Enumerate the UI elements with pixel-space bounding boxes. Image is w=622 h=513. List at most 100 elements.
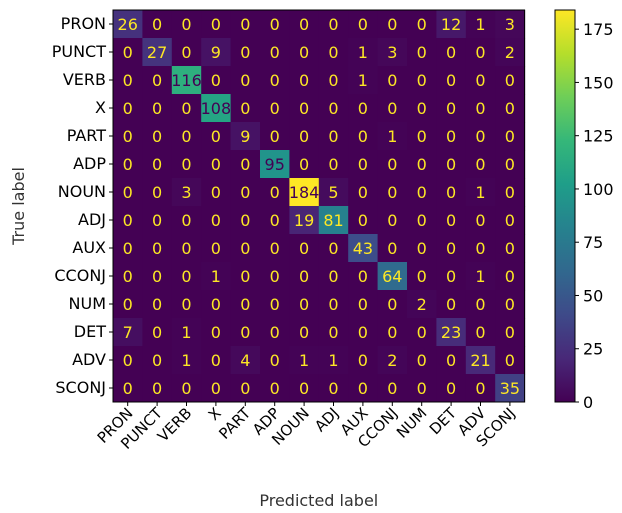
heatmap-cell: [230, 318, 261, 347]
heatmap-cell: [465, 234, 496, 263]
heatmap-cell: [407, 346, 437, 375]
heatmap-cell: [260, 262, 290, 291]
cell-value: 0: [387, 379, 397, 398]
heatmap-cell: [201, 318, 232, 347]
heatmap-cell: [318, 290, 349, 319]
heatmap-cell: [407, 94, 437, 123]
heatmap-cell: [465, 374, 496, 403]
cell-value: 0: [446, 295, 456, 314]
y-tick-label: PART: [67, 126, 107, 145]
cell-value: 81: [323, 211, 343, 230]
cell-value: 0: [123, 183, 133, 202]
heatmap-cell: [113, 290, 143, 319]
heatmap-cell: [436, 262, 467, 291]
heatmap-cell: [289, 122, 320, 151]
heatmap-cell: [171, 122, 202, 151]
heatmap-cell: [113, 94, 143, 123]
cell-value: 23: [441, 323, 461, 342]
cell-value: 2: [387, 351, 397, 370]
heatmap-cell: [113, 122, 143, 151]
y-tick-label: SCONJ: [55, 378, 106, 397]
cell-value: 0: [152, 379, 162, 398]
heatmap-cell: [171, 262, 202, 291]
heatmap-cell: [142, 290, 173, 319]
heatmap-cell: [348, 66, 379, 95]
heatmap-cell: [318, 178, 349, 207]
cell-value: 0: [358, 15, 368, 34]
cell-value: 0: [240, 239, 250, 258]
cell-value: 0: [505, 351, 515, 370]
heatmap-cell: [465, 206, 496, 235]
cell-value: 3: [387, 43, 397, 62]
heatmap-cell: [201, 206, 232, 235]
heatmap-cell: [171, 38, 202, 67]
y-axis-ticks: PRON PUNCT VERB X PART ADP NOUN ADJ AUX CCONJ NUM D…: [52, 14, 113, 397]
cell-value: 0: [328, 43, 338, 62]
heatmap-cell: [113, 346, 143, 375]
cell-value: 0: [387, 15, 397, 34]
cell-value: 0: [299, 15, 309, 34]
cell-value: 0: [475, 295, 485, 314]
heatmap-cell: [436, 94, 467, 123]
heatmap-cells: [113, 10, 526, 403]
heatmap-cell: [436, 38, 467, 67]
heatmap-cell: [407, 234, 437, 263]
x-tick-label: X: [205, 404, 225, 424]
cell-value: 0: [417, 99, 427, 118]
cell-value: 0: [299, 127, 309, 146]
heatmap-cell: [436, 150, 467, 179]
cell-value: 0: [358, 379, 368, 398]
cell-value: 3: [181, 183, 191, 202]
cell-value: 0: [387, 155, 397, 174]
cell-value: 0: [240, 183, 250, 202]
cell-value: 0: [152, 71, 162, 90]
cell-value: 19: [294, 211, 314, 230]
cell-value: 0: [123, 71, 133, 90]
cell-value: 1: [475, 267, 485, 286]
cell-value: 0: [270, 211, 280, 230]
heatmap-cell: [407, 38, 437, 67]
y-tick-label: PUNCT: [52, 42, 107, 61]
heatmap-cell: [289, 206, 320, 235]
cell-value: 0: [270, 239, 280, 258]
heatmap-cell: [171, 318, 202, 347]
cell-value: 0: [270, 71, 280, 90]
heatmap-cell: [230, 10, 261, 39]
x-tick-label: NUM: [393, 404, 431, 442]
heatmap-cell: [289, 38, 320, 67]
cell-value: 0: [446, 43, 456, 62]
cell-value: 0: [417, 127, 427, 146]
x-tick-label: VERB: [154, 404, 195, 445]
cell-value: 0: [328, 15, 338, 34]
cell-value: 35: [500, 379, 520, 398]
heatmap-cell: [436, 374, 467, 403]
heatmap-cell: [201, 10, 232, 39]
cell-value: 0: [475, 71, 485, 90]
heatmap-cell: [201, 38, 232, 67]
cell-value: 0: [417, 323, 427, 342]
cell-value: 0: [505, 295, 515, 314]
cell-value: 0: [240, 323, 250, 342]
heatmap-cell: [113, 234, 143, 263]
heatmap-cell: [113, 206, 143, 235]
heatmap-cell: [230, 94, 261, 123]
y-tick-label: AUX: [72, 238, 106, 257]
heatmap-cell: [436, 66, 467, 95]
cell-value: 0: [270, 267, 280, 286]
heatmap-cell: [230, 234, 261, 263]
heatmap-cell: [318, 66, 349, 95]
heatmap-cell: [407, 206, 437, 235]
heatmap-cell: [289, 346, 320, 375]
heatmap-cell: [289, 290, 320, 319]
cell-value: 2: [505, 43, 515, 62]
cell-value: 0: [152, 295, 162, 314]
cell-value: 0: [475, 127, 485, 146]
heatmap-cell: [260, 150, 290, 179]
cell-value: 0: [475, 43, 485, 62]
heatmap-cell: [201, 374, 232, 403]
cell-value: 3: [505, 15, 515, 34]
cell-value: 0: [417, 267, 427, 286]
cell-value: 0: [270, 323, 280, 342]
cell-value: 0: [152, 239, 162, 258]
heatmap-cell: [171, 178, 202, 207]
